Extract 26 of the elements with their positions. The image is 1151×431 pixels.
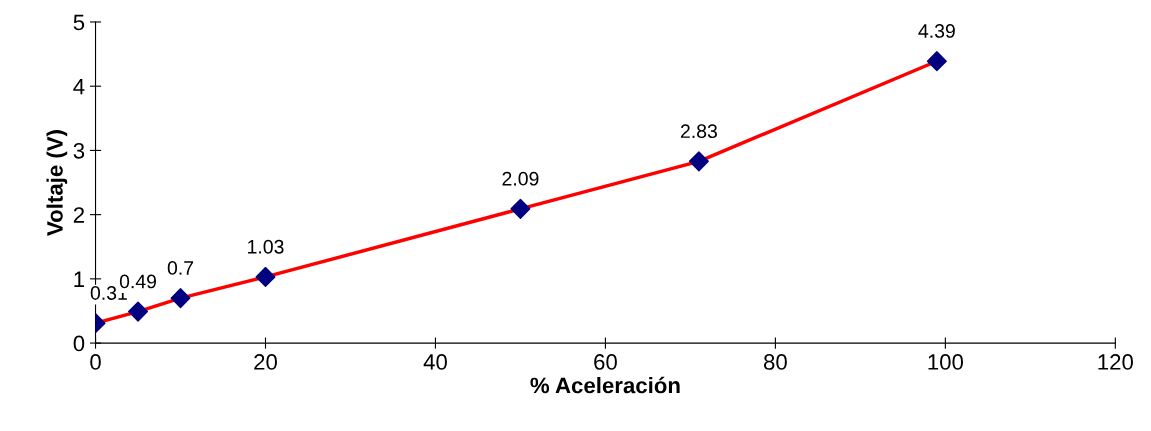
x-tick-label: 0 (90, 354, 101, 370)
data-label: 1.03 (248, 239, 284, 254)
x-tick-label: 40 (423, 354, 447, 370)
y-tick-label: 2 (73, 207, 84, 223)
x-tick-label: 60 (594, 354, 617, 370)
point (688, 151, 709, 172)
data-label: 2.83 (680, 124, 717, 139)
y-tick-label: 0 (73, 335, 85, 352)
y-tick-label: 5 (73, 14, 85, 31)
y-axis-title: Voltaje (V) (46, 130, 68, 236)
point (128, 301, 149, 322)
point (926, 51, 947, 72)
y-tick-label: 4 (73, 78, 85, 95)
x-axis-title: % Aceleración (530, 376, 680, 394)
y-tick-label: 1 (74, 271, 85, 287)
point (255, 266, 276, 287)
point (510, 198, 531, 219)
x-tick-label: 20 (254, 354, 277, 370)
data-label: 2.09 (502, 171, 539, 186)
y-tick-label: 3 (73, 142, 85, 159)
data-label: 4.39 (918, 24, 955, 38)
data-label: 0.7 (167, 261, 194, 275)
x-tick-label: 80 (764, 354, 787, 370)
x-tick-label: 120 (1098, 354, 1133, 370)
point (170, 288, 191, 309)
x-tick-label: 100 (928, 354, 964, 370)
